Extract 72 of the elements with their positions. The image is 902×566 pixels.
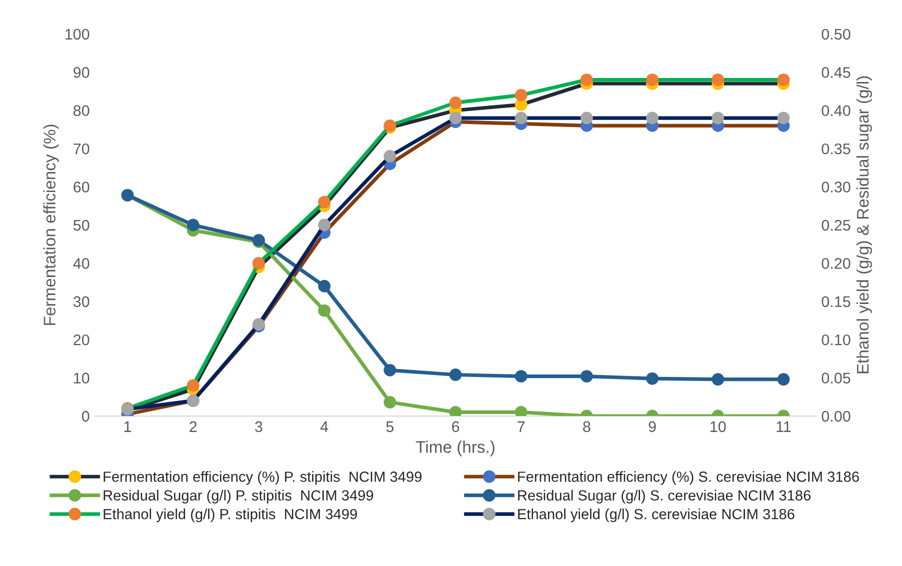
legend-label: Fermentation efficiency (%) P. stipitis NCIM 3499	[104, 471, 422, 485]
point	[514, 406, 528, 416]
y2-tick-label: 0.00	[822, 410, 850, 422]
y2-tick-label: 0.45	[822, 67, 850, 78]
x-tick-label: 11	[776, 421, 791, 432]
y-tick-label: 60	[74, 182, 90, 192]
y2-tick-label: 0.20	[822, 258, 850, 269]
legend-label: Residual Sugar (g/l) S. cerevisiae NCIM 3186	[518, 490, 811, 504]
x-tick-label: 1	[124, 421, 132, 432]
point	[514, 88, 528, 102]
point	[777, 112, 790, 124]
point	[514, 112, 528, 124]
point	[449, 96, 462, 109]
point	[580, 370, 593, 382]
point	[186, 379, 200, 392]
point	[712, 112, 724, 124]
x-tick-label: 9	[648, 421, 656, 432]
y2-tick-label: 0.10	[822, 334, 850, 346]
y-tick-label: 40	[73, 258, 90, 269]
point	[186, 218, 200, 232]
point	[580, 112, 593, 124]
y-tick-label: 100	[66, 28, 90, 40]
y-tick-label: 0	[82, 410, 90, 422]
y2-tick-label: 0.25	[822, 220, 850, 231]
point	[384, 150, 396, 162]
x-tick-label: 2	[190, 421, 197, 432]
y2-tick-label: 0.35	[822, 143, 850, 154]
point	[384, 364, 396, 376]
x-tick-label: 10	[710, 421, 726, 432]
point	[777, 74, 790, 86]
point	[712, 373, 724, 386]
point	[646, 372, 659, 385]
point	[580, 74, 593, 86]
point	[318, 218, 331, 232]
legend-label: Residual Sugar (g/l) P. stipitis NCIM 3499	[104, 490, 374, 504]
point	[449, 406, 462, 416]
point	[318, 304, 331, 317]
y-tick-label: 70	[74, 143, 90, 154]
legend-label: Fermentation efficiency (%) S. cerevisiae NCIM 3186	[518, 471, 859, 485]
point	[318, 196, 331, 208]
point	[384, 396, 396, 408]
x-axis-title: Time (hrs.)	[416, 440, 494, 456]
point	[449, 112, 462, 124]
x-tick-label: 7	[518, 421, 525, 432]
point	[252, 256, 265, 270]
x-tick-label: 4	[320, 421, 328, 432]
point	[318, 280, 331, 292]
point	[777, 373, 790, 386]
x-tick-label: 3	[255, 421, 262, 432]
x-tick-label: 5	[386, 421, 394, 432]
point	[449, 368, 462, 381]
y2-tick-label: 0.50	[822, 28, 850, 40]
point	[646, 74, 659, 86]
point	[646, 112, 659, 124]
y2-axis-title: Ethanol yield (g/g) & Residual sugar (g/l)	[856, 76, 872, 374]
point	[514, 370, 528, 382]
y-axis-title: Fermentation efficiency (%)	[43, 124, 59, 325]
y-tick-label: 80	[74, 105, 90, 116]
point	[712, 74, 724, 86]
y-tick-label: 90	[74, 67, 90, 78]
y-tick-label: 30	[73, 296, 90, 308]
y2-tick-label: 0.15	[822, 296, 850, 308]
y-tick-label: 20	[74, 334, 90, 346]
x-tick-label: 8	[583, 421, 590, 432]
y-tick-label: 10	[74, 372, 90, 384]
x-tick-label: 6	[452, 421, 460, 432]
y-tick-label: 50	[73, 220, 90, 231]
legend-label: Ethanol yield (g/l) P. stipitis NCIM 3499	[104, 508, 357, 522]
y2-tick-label: 0.30	[822, 182, 850, 192]
y2-tick-label: 0.05	[822, 372, 850, 384]
legend-label: Ethanol yield (g/l) S. cerevisiae NCIM 3186	[518, 508, 794, 522]
y2-tick-label: 0.40	[822, 105, 850, 116]
